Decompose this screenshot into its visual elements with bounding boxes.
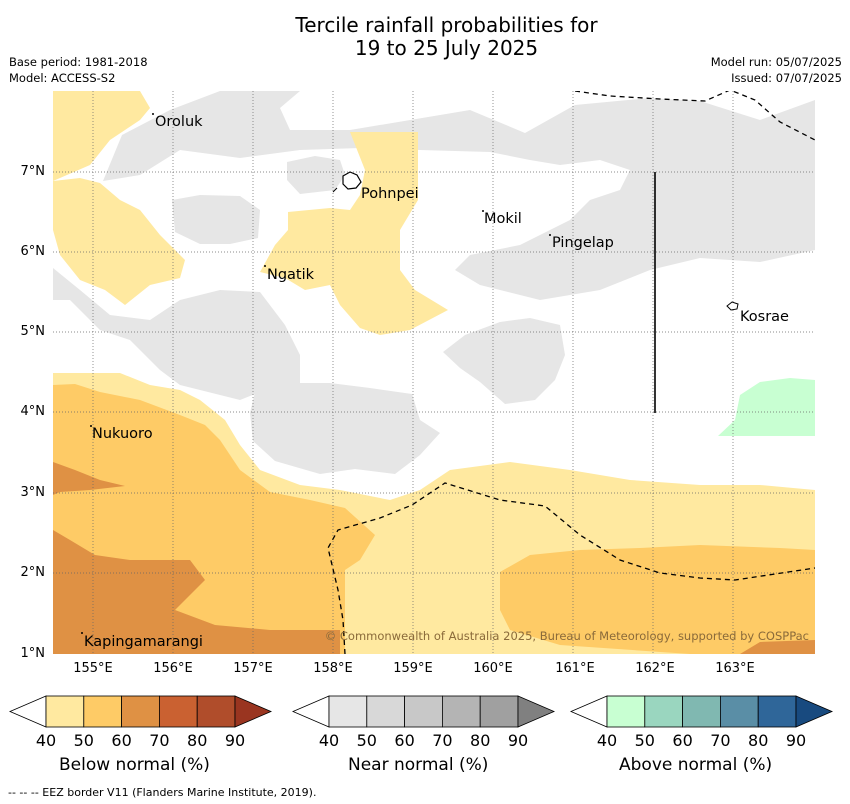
lat-tick-7: 7°N <box>20 164 46 179</box>
colorbar-tick-label: 40 <box>596 731 618 750</box>
model-name: Model: ACCESS-S2 <box>9 71 116 85</box>
colorbar-segment <box>196 695 236 728</box>
colorbar-segment <box>606 695 646 728</box>
colorbar-left-extension <box>569 695 608 728</box>
colorbar-tick-label: 60 <box>394 731 415 750</box>
colorbar-segment <box>366 695 405 728</box>
model-run: Model run: 05/07/2025 <box>710 55 842 69</box>
colorbar-segment <box>720 695 759 728</box>
lat-tick-4: 4°N <box>20 404 46 419</box>
colorbar-above-normal <box>569 695 834 728</box>
meta-right: Model run: 05/07/2025 Issued: 07/07/2025 <box>711 54 842 86</box>
lon-tick-161: 161°E <box>555 661 595 676</box>
colorbar-segment <box>328 695 368 728</box>
place-mokil: Mokil <box>484 211 522 227</box>
colorbar-right-extension <box>517 695 556 728</box>
colorbar-segment <box>441 695 481 728</box>
legend-title-near: Near normal (%) <box>348 755 489 775</box>
colorbar-tick-label: 70 <box>432 731 453 750</box>
colorbar-tick-label: 60 <box>111 731 132 750</box>
eez-borders <box>327 91 815 654</box>
title-line-2: 19 to 25 July 2025 <box>354 36 539 60</box>
colorbar-tick-label: 90 <box>224 731 246 750</box>
colorbar-segment <box>404 695 443 728</box>
colorbar-tick-label: 50 <box>73 731 94 750</box>
lon-tick-159: 159°E <box>393 661 433 676</box>
lon-tick-155: 155°E <box>73 661 113 676</box>
above-normal-40-50 <box>718 378 815 436</box>
near-normal-regions <box>53 91 815 474</box>
lon-tick-160: 160°E <box>473 661 513 676</box>
legend-title-above: Above normal (%) <box>619 755 773 775</box>
colorbar-segment <box>479 695 519 728</box>
legend-title-below: Below normal (%) <box>59 755 210 775</box>
colorbar-tick-label: 80 <box>748 731 769 750</box>
lon-tick-158: 158°E <box>313 661 353 676</box>
colorbar-tick-label: 80 <box>470 731 491 750</box>
lon-tick-163: 163°E <box>715 661 755 676</box>
place-kapingamarangi: Kapingamarangi <box>84 634 203 650</box>
colorbar-left-extension <box>8 695 47 728</box>
place-kosrae: Kosrae <box>740 309 789 325</box>
colorbar-tick-label: 90 <box>785 731 807 750</box>
colorbar-segment <box>158 695 198 728</box>
lon-tick-156: 156°E <box>153 661 193 676</box>
colorbar-tick-label: 50 <box>634 731 655 750</box>
meta-left: Base period: 1981-2018 Model: ACCESS-S2 <box>9 54 148 86</box>
lon-tick-157: 157°E <box>233 661 273 676</box>
colorbar-tick-label: 60 <box>672 731 693 750</box>
colorbar-segment <box>121 695 160 728</box>
lon-tick-162: 162°E <box>635 661 675 676</box>
colorbar-below-normal <box>8 695 273 728</box>
below-normal-60-70 <box>53 462 815 654</box>
colorbar-segment <box>757 695 797 728</box>
place-pingelap: Pingelap <box>552 235 614 251</box>
colorbar-near-normal <box>291 695 556 728</box>
issued-date: Issued: 07/07/2025 <box>731 71 842 85</box>
pohnpei-island-shape <box>342 171 362 190</box>
lat-tick-6: 6°N <box>20 244 46 259</box>
place-oroluk: Oroluk <box>155 114 203 130</box>
colorbar-segment <box>644 695 683 728</box>
colorbar-segment <box>45 695 85 728</box>
eez-footnote: -- -- -- EEZ border V11 (Flanders Marine… <box>8 786 317 799</box>
colorbar-tick-label: 70 <box>149 731 170 750</box>
colorbar-tick-label: 80 <box>187 731 208 750</box>
kosrae-island-shape <box>726 301 739 311</box>
place-nukuoro: Nukuoro <box>92 426 153 442</box>
lat-tick-3: 3°N <box>20 485 46 500</box>
copyright-notice: © Commonwealth of Australia 2025, Bureau… <box>325 629 809 643</box>
colorbar-tick-label: 70 <box>710 731 731 750</box>
colorbar-left-extension <box>291 695 330 728</box>
colorbar-tick-label: 50 <box>356 731 377 750</box>
base-period: Base period: 1981-2018 <box>9 55 148 69</box>
map-title: Tercile rainfall probabilities for 19 to… <box>0 14 850 60</box>
colorbar-right-extension <box>795 695 834 728</box>
lat-tick-2: 2°N <box>20 565 46 580</box>
title-line-1: Tercile rainfall probabilities for <box>295 13 598 37</box>
colorbar-segment <box>682 695 721 728</box>
colorbar-right-extension <box>234 695 273 728</box>
colorbar-tick-label: 40 <box>318 731 340 750</box>
gridlines <box>53 91 815 654</box>
colorbar-tick-label: 40 <box>35 731 57 750</box>
colorbar-tick-label: 90 <box>507 731 529 750</box>
lat-tick-5: 5°N <box>20 324 46 339</box>
lat-tick-1: 1°N <box>20 646 46 661</box>
place-pohnpei: Pohnpei <box>361 186 419 202</box>
place-ngatik: Ngatik <box>267 267 315 283</box>
colorbar-segment <box>83 695 123 728</box>
